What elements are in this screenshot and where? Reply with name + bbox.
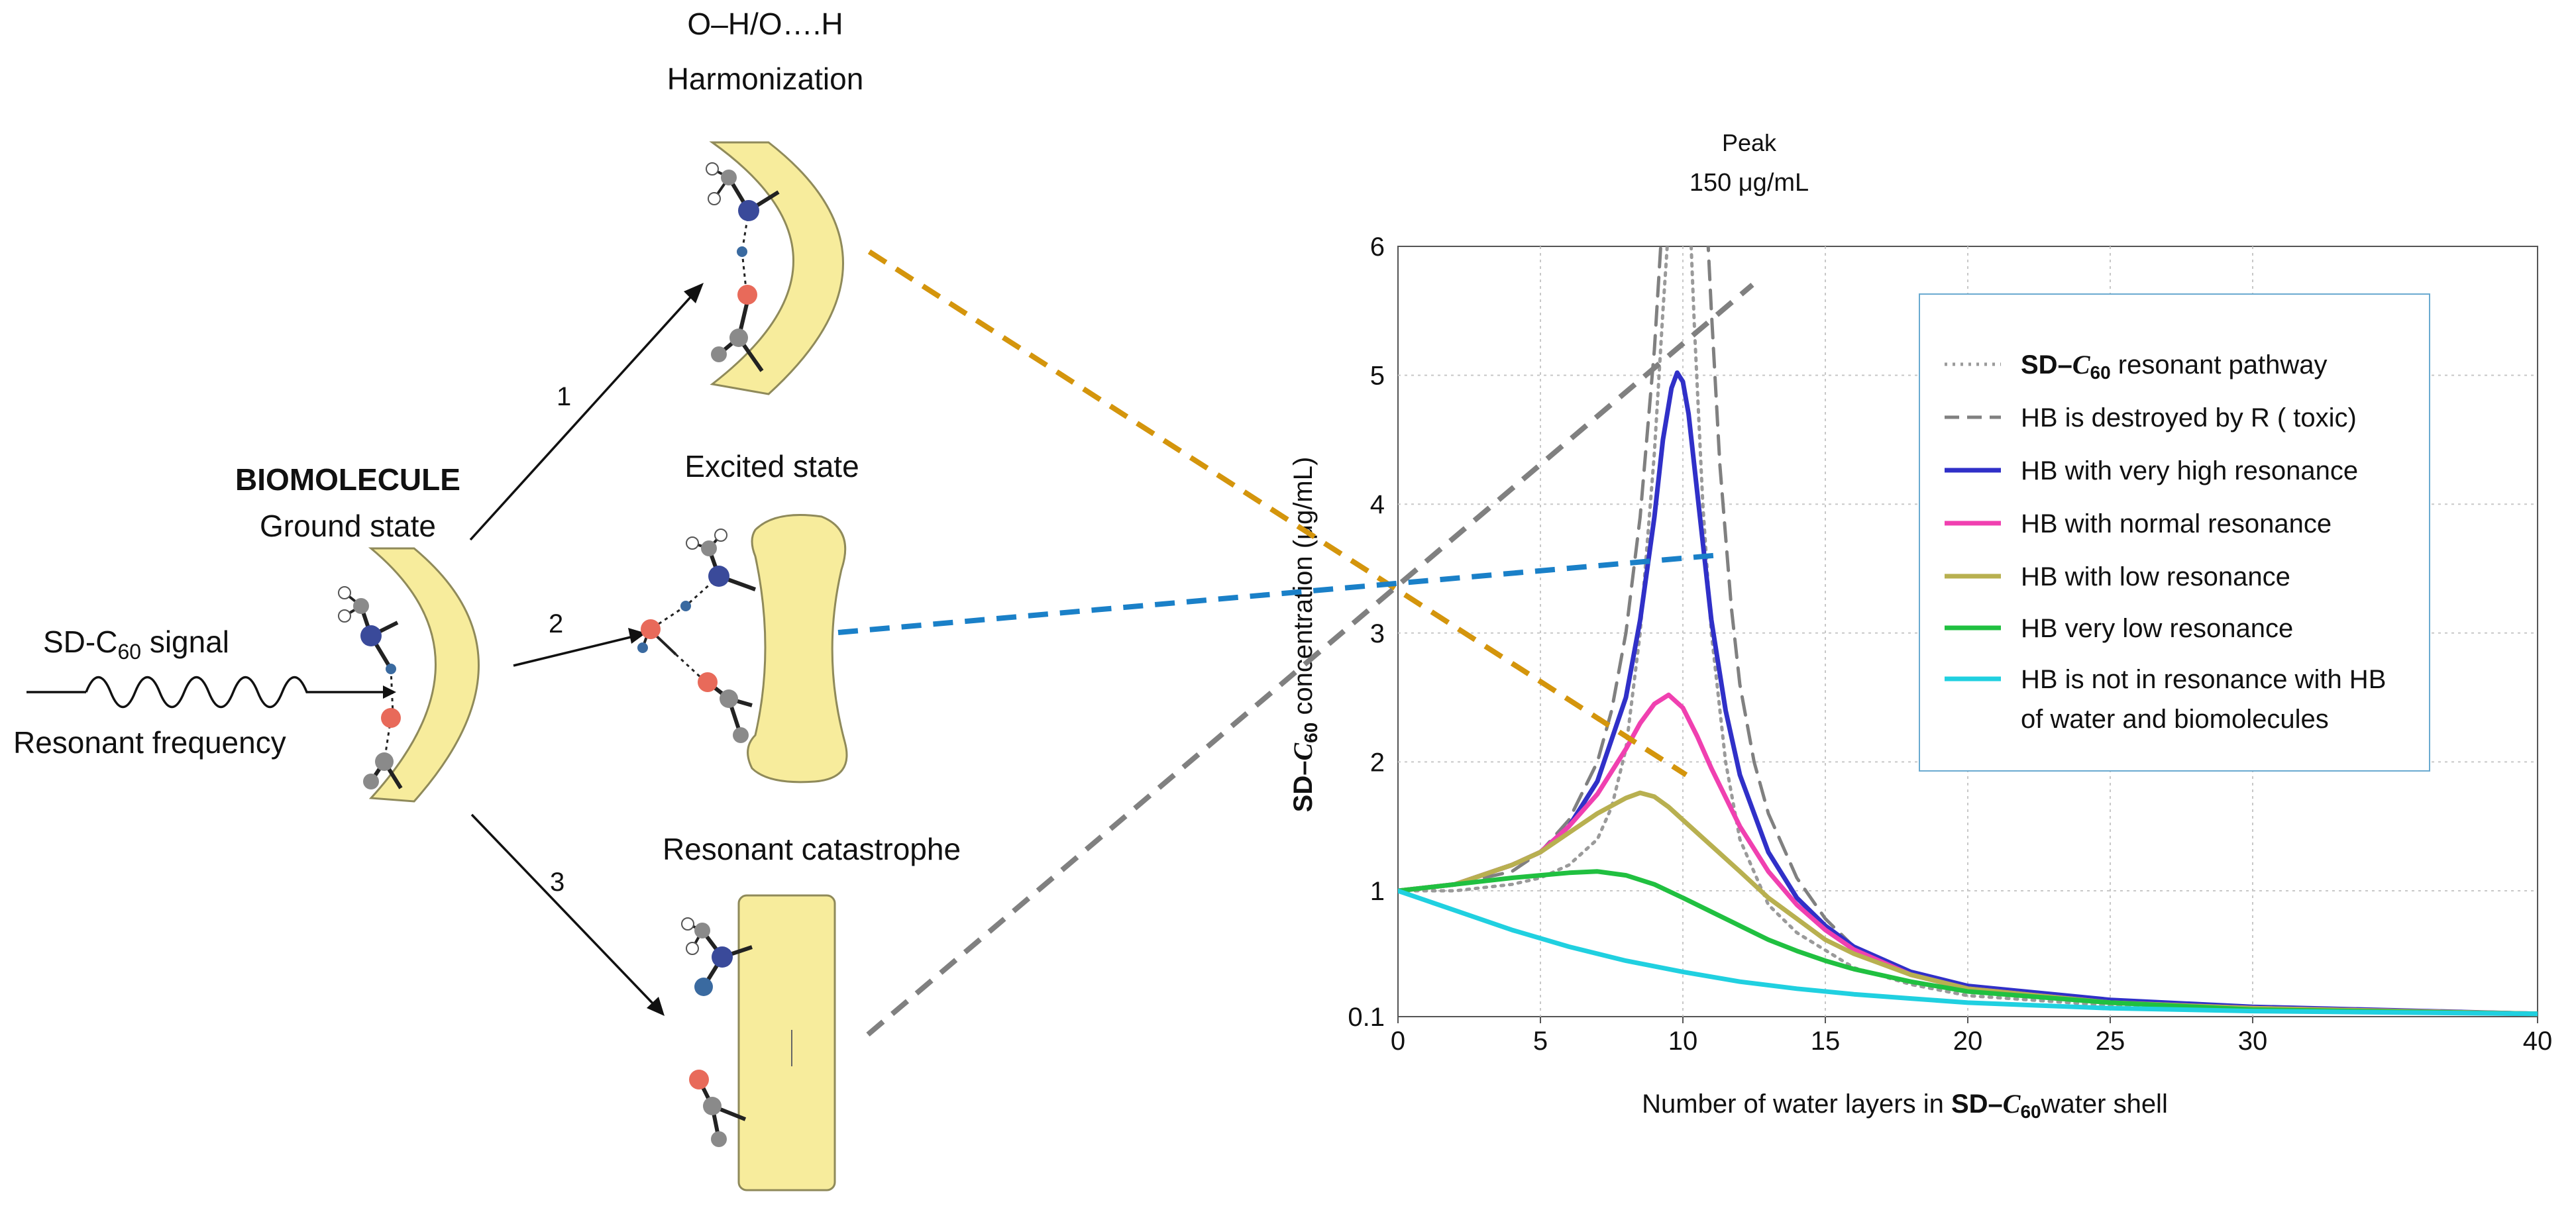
legend-label-0: SD–C60 resonant pathway (2021, 350, 2328, 383)
signal-wave (27, 676, 388, 708)
connector-gray (866, 282, 1754, 1037)
legend-label-3: HB with normal resonance (2021, 509, 2332, 538)
x-tick-label: 10 (1668, 1027, 1698, 1056)
y-tick-label: 5 (1370, 362, 1385, 391)
y-tick-label: 6 (1370, 232, 1385, 262)
legend-label-5: HB very low resonance (2021, 614, 2293, 643)
harmonization-molecule (706, 162, 780, 372)
legend-label-6: HB is not in resonance with HB (2021, 665, 2386, 694)
legend-label-4: HB with low resonance (2021, 562, 2290, 591)
y-tick-label: 4 (1370, 490, 1385, 519)
path-arrows (469, 283, 704, 1016)
harmonization-title-1: O–H/O….H (687, 7, 843, 41)
resonant-frequency-label: Resonant frequency (13, 725, 286, 760)
catastrophe-molecule (681, 917, 753, 1147)
path-2-label: 2 (549, 609, 563, 638)
biomolecule-diagram: BIOMOLECULE Ground state SD-C60 signal R… (13, 7, 961, 1191)
x-axis-label: Number of water layers in SD–C60water sh… (1642, 1089, 2168, 1122)
legend-label-6-line2: of water and biomolecules (2021, 705, 2329, 734)
catastrophe-label: Resonant catastrophe (663, 832, 961, 866)
series-layer (1398, 246, 2538, 1017)
series-line-6 (1398, 888, 2538, 1017)
excited-state-molecule (637, 529, 757, 743)
ground-state-label: Ground state (260, 509, 436, 543)
peak-label-1: Peak (1722, 129, 1777, 156)
peak-label-2: 150 μg/mL (1690, 169, 1809, 197)
y-tick-label: 1 (1370, 877, 1385, 906)
excited-state-shell (747, 514, 848, 784)
x-tick-label: 30 (2238, 1027, 2268, 1056)
connector-lines (837, 249, 1754, 1037)
harmonization-shell (709, 141, 844, 395)
signal-arrowhead (383, 685, 396, 699)
signal-label: SD-C60 signal (43, 625, 229, 664)
y-tick-label: 0.1 (1348, 1003, 1385, 1032)
x-tick-label: 20 (1953, 1027, 1983, 1056)
x-tick-label: 25 (2096, 1027, 2125, 1056)
ground-state-molecule (338, 586, 403, 789)
path-3-label: 3 (550, 868, 564, 897)
series-line-2 (1398, 370, 2538, 1017)
path-1-label: 1 (557, 382, 571, 411)
ground-state-shell (368, 547, 480, 803)
x-ticks: 0 5 10 15 20 25 30 40 (1391, 1017, 2552, 1056)
legend-label-2: HB with very high resonance (2021, 456, 2358, 485)
x-tick-label: 5 (1533, 1027, 1548, 1056)
harmonization-title-2: Harmonization (667, 62, 864, 96)
connector-blue (837, 552, 1720, 635)
chart: Peak 150 μg/mL 0 5 10 15 20 25 30 40 0.1123456 … (1288, 129, 2552, 1122)
y-axis-label: SD–C60 concentration (μg/mL) (1288, 457, 1321, 813)
series-line-4 (1398, 790, 2538, 1017)
legend-label-1: HB is destroyed by R ( toxic) (2021, 403, 2357, 432)
connector-orange (867, 249, 1688, 778)
series-line-5 (1398, 869, 2538, 1017)
x-tick-label: 40 (2523, 1027, 2553, 1056)
excited-state-label: Excited state (684, 449, 859, 483)
y-tick-label: 3 (1370, 619, 1385, 648)
legend-box (1919, 293, 2430, 772)
x-tick-label: 0 (1391, 1027, 1405, 1056)
biomolecule-title: BIOMOLECULE (235, 462, 460, 497)
y-tick-label: 2 (1370, 748, 1385, 777)
y-ticks: 0.1 1 2 3 4 5 6 (1348, 232, 1385, 1032)
catastrophe-shell (737, 894, 836, 1191)
x-tick-label: 15 (1811, 1027, 1841, 1056)
legend: SD–C60 resonant pathway HB is destroyed b… (1945, 350, 2386, 734)
